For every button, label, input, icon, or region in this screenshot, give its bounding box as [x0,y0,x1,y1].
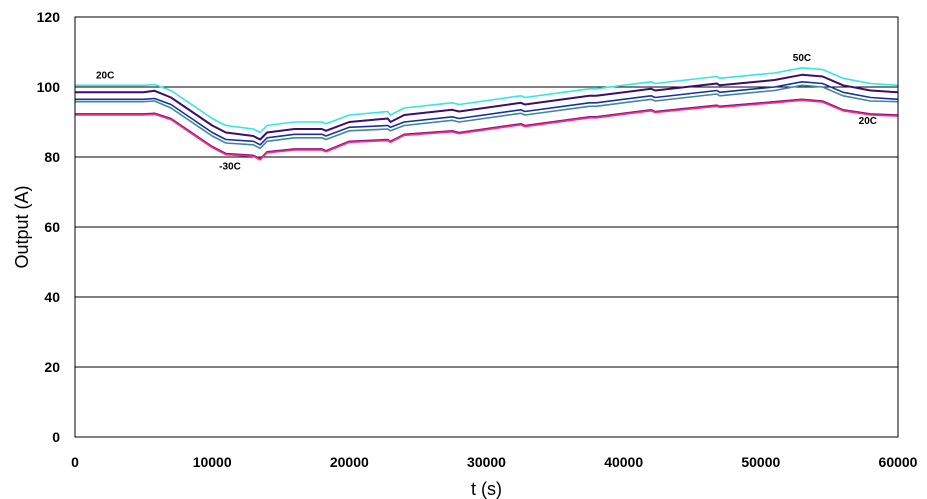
y-tick-label: 120 [37,9,61,25]
annotation-label: 20C [96,70,114,81]
series-line-6 [75,99,899,161]
annotation-label: 20C [859,116,877,127]
y-tick-label: 100 [37,79,61,95]
x-tick-labels: 0 10000 20000 30000 40000 50000 60000 [71,454,918,470]
x-tick-label: 30000 [467,454,506,470]
series-line-5 [75,98,899,160]
gridlines [75,86,898,368]
x-tick-label: 40000 [604,454,643,470]
x-tick-label: 20000 [330,454,369,470]
plot-frame [74,16,899,438]
y-axis-label: Output (A) [12,185,32,268]
x-tick-label: 10000 [193,454,232,470]
annotation-label: -30C [219,161,241,172]
series-line-4 [75,84,899,150]
x-tick-label: 60000 [879,454,918,470]
y-tick-label: 20 [44,359,60,375]
y-tick-label: 0 [52,429,60,445]
annotation-label: 50C [793,53,811,64]
series-line-2 [75,73,899,141]
y-tick-labels: 0 20 40 60 80 100 120 [37,9,61,445]
x-tick-label: 0 [71,454,79,470]
series-group [75,67,899,161]
annotations: 20C -30C 50C 20C [96,53,877,173]
series-line-3 [75,81,899,146]
y-tick-label: 40 [44,289,60,305]
x-axis-label: t (s) [471,479,502,499]
y-tick-label: 80 [44,149,60,165]
series-line-1 [75,67,899,134]
y-tick-label: 60 [44,219,60,235]
x-tick-label: 50000 [741,454,780,470]
